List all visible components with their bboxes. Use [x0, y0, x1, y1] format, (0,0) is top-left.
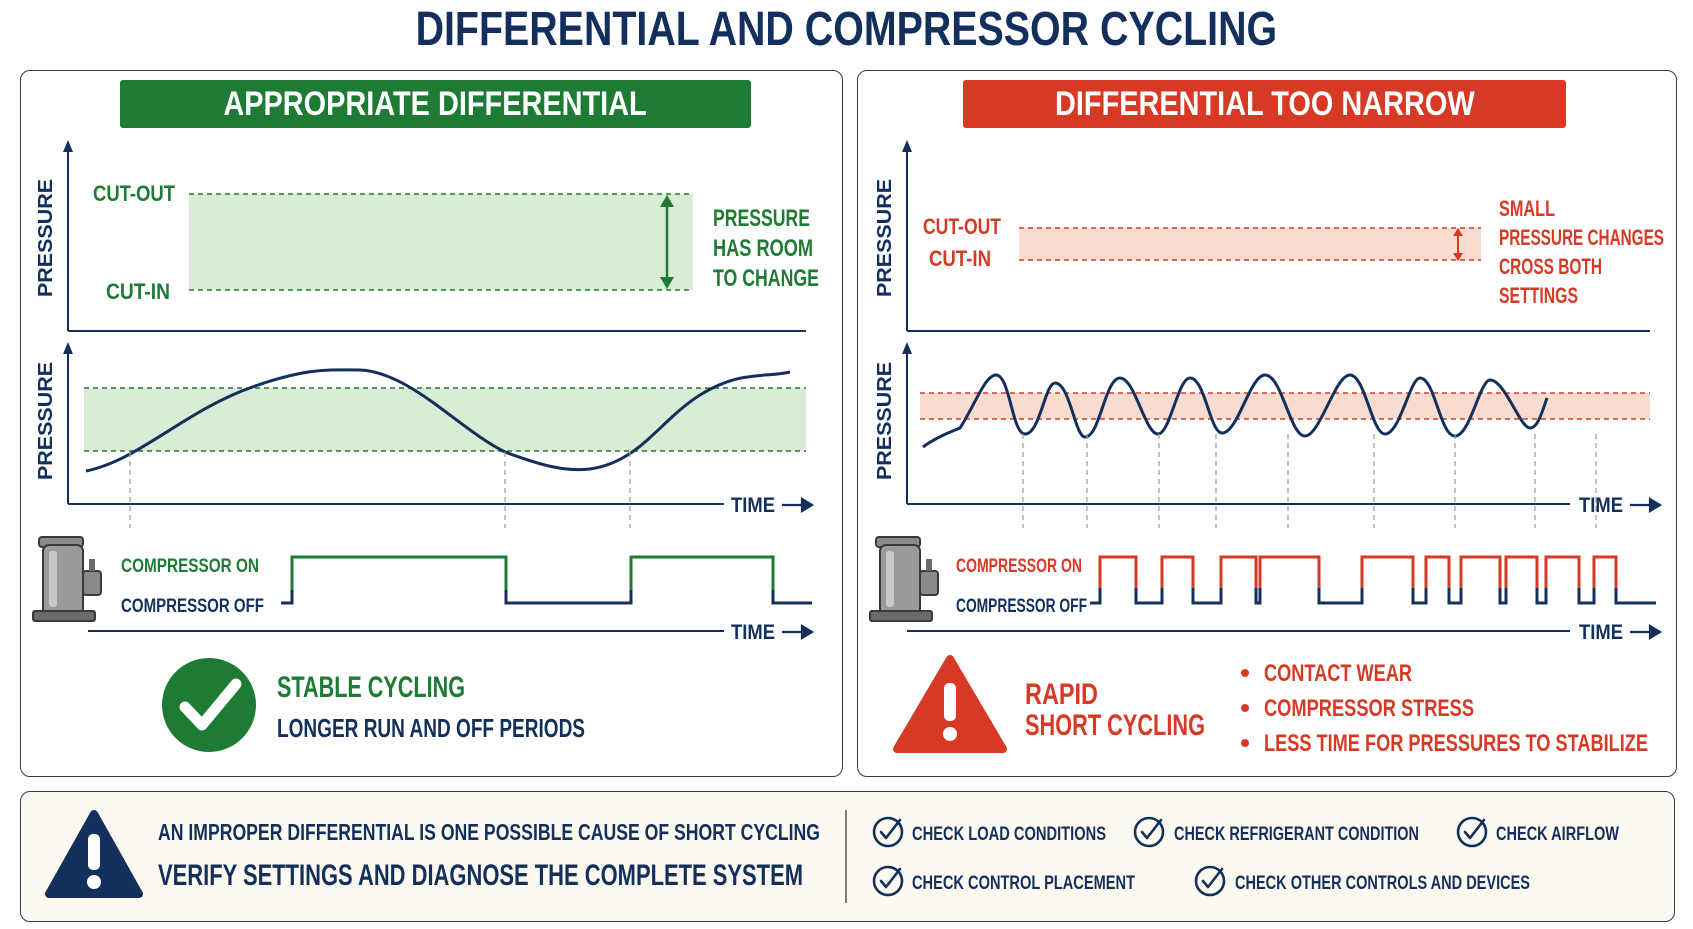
- bullet-dots: [1241, 669, 1249, 747]
- banner-too-narrow: DIFFERENTIAL TOO NARROW: [963, 80, 1566, 128]
- footer-box: [20, 791, 1675, 922]
- right-mid-time-label: TIME: [1579, 494, 1623, 517]
- right-bottom-time-label: TIME: [1579, 621, 1623, 644]
- right-compressor-signal-on: [1098, 555, 1618, 588]
- check-airflow: CHECK AIRFLOW: [1496, 824, 1619, 845]
- check-control-placement: CHECK CONTROL PLACEMENT: [912, 873, 1135, 894]
- right-top-band: [1019, 228, 1481, 260]
- left-mid-band: [84, 388, 806, 451]
- left-cutin-label: CUT-IN: [106, 279, 170, 304]
- left-pressure-curve: [85, 368, 791, 473]
- footer-warning-icon: [45, 810, 143, 898]
- right-note-line-3: CROSS BOTH: [1499, 254, 1602, 279]
- right-range-arrow: [1453, 228, 1463, 261]
- time-arrow-icons: [782, 497, 1663, 640]
- left-range-arrow: [660, 195, 674, 289]
- left-mid-time-label: TIME: [731, 494, 775, 517]
- left-mid-pressure-label: PRESSURE: [35, 362, 57, 480]
- left-note-line-1: PRESSURE: [713, 205, 810, 232]
- compressor-icon: [32, 536, 102, 622]
- left-top-pressure-label: PRESSURE: [35, 179, 57, 297]
- left-note-line-3: TO CHANGE: [713, 265, 819, 292]
- left-note-line-2: HAS ROOM: [713, 235, 813, 262]
- check-circle-icon: [162, 658, 256, 752]
- compressor-icon-right: [869, 536, 939, 622]
- left-mid-axes: [63, 342, 724, 505]
- warning-triangle-icon: [893, 655, 1007, 753]
- right-compressor-signal-off: [1090, 588, 1656, 605]
- check-refrigerant-condition: CHECK REFRIGERANT CONDITION: [1174, 824, 1419, 845]
- left-result-subtitle: LONGER RUN AND OFF PERIODS: [277, 713, 585, 743]
- left-top-axes: [63, 140, 806, 332]
- right-result-title-2: SHORT CYCLING: [1025, 709, 1205, 742]
- check-icons: [872, 816, 1488, 897]
- footer-line-1: AN IMPROPER DIFFERENTIAL IS ONE POSSIBLE…: [158, 819, 820, 845]
- right-cutin-label: CUT-IN: [929, 246, 991, 271]
- left-result-title: STABLE CYCLING: [277, 671, 465, 704]
- right-mid-axes: [902, 342, 1570, 505]
- left-cutout-label: CUT-OUT: [93, 181, 175, 206]
- right-note-line-4: SETTINGS: [1499, 283, 1578, 308]
- main-title: DIFFERENTIAL AND COMPRESSOR CYCLING: [415, 3, 1278, 56]
- left-compressor-off-label: COMPRESSOR OFF: [121, 596, 264, 617]
- right-note-line-1: SMALL: [1499, 196, 1555, 221]
- right-mid-pressure-label: PRESSURE: [874, 362, 896, 480]
- right-pressure-curve: [922, 373, 1549, 449]
- right-bullet-2: COMPRESSOR STRESS: [1264, 695, 1474, 722]
- right-bullet-1: CONTACT WEAR: [1264, 660, 1412, 687]
- right-bullet-3: LESS TIME FOR PRESSURES TO STABILIZE: [1264, 730, 1648, 757]
- check-other-controls: CHECK OTHER CONTROLS AND DEVICES: [1235, 873, 1530, 894]
- left-compressor-signal: [281, 555, 812, 605]
- check-load-conditions: CHECK LOAD CONDITIONS: [912, 824, 1106, 845]
- right-result-title-1: RAPID: [1025, 678, 1098, 711]
- right-top-axes: [902, 140, 1650, 332]
- left-top-band: [189, 194, 693, 290]
- footer-line-2: VERIFY SETTINGS AND DIAGNOSE THE COMPLET…: [158, 859, 803, 892]
- left-bottom-time-label: TIME: [731, 621, 775, 644]
- right-cutout-label: CUT-OUT: [923, 214, 1001, 239]
- right-compressor-on-label: COMPRESSOR ON: [956, 556, 1082, 577]
- banner-appropriate: APPROPRIATE DIFFERENTIAL: [120, 80, 751, 128]
- right-top-pressure-label: PRESSURE: [874, 179, 896, 297]
- right-guide-lines: [1022, 434, 1597, 528]
- left-compressor-on-label: COMPRESSOR ON: [121, 556, 259, 577]
- panel-differential-too-narrow: [857, 70, 1677, 777]
- left-guide-lines: [129, 452, 631, 528]
- right-compressor-off-label: COMPRESSOR OFF: [956, 596, 1087, 617]
- right-note-line-2: PRESSURE CHANGES: [1499, 225, 1664, 250]
